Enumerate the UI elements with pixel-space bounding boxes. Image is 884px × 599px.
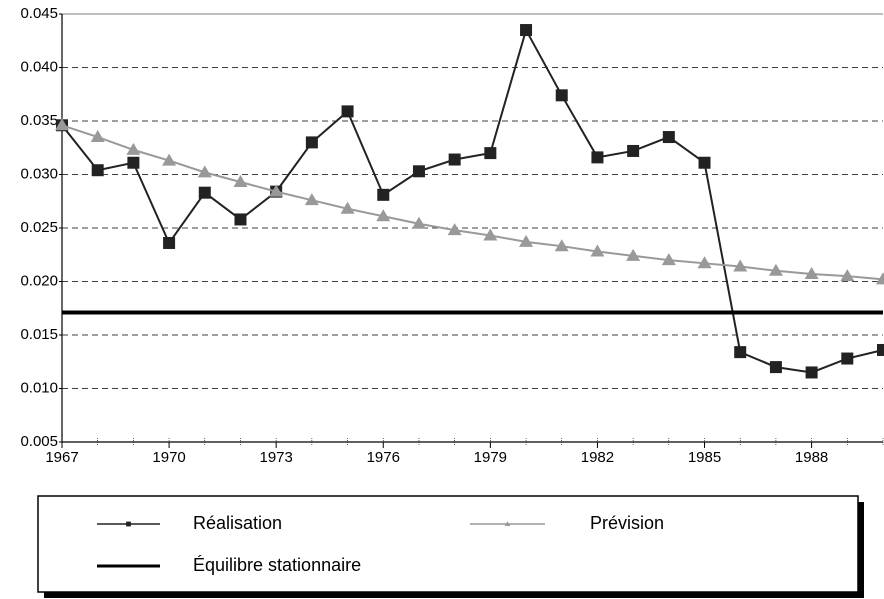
- marker: [519, 234, 534, 247]
- marker: [627, 144, 640, 157]
- marker: [90, 130, 105, 143]
- x-tick-label: 1973: [259, 449, 292, 466]
- marker: [162, 153, 177, 166]
- marker: [304, 193, 319, 206]
- y-tick-label: 0.020: [20, 272, 58, 289]
- marker: [662, 131, 675, 144]
- y-tick-label: 0.025: [20, 219, 58, 236]
- marker: [484, 147, 497, 160]
- legend-label: Réalisation: [193, 513, 282, 533]
- x-tick-label: 1979: [474, 449, 507, 466]
- x-tick-label: 1985: [688, 449, 721, 466]
- marker: [412, 165, 425, 178]
- marker: [91, 164, 104, 177]
- marker: [504, 521, 511, 526]
- y-tick-label: 0.030: [20, 165, 58, 182]
- series-line: [61, 124, 884, 281]
- marker: [55, 118, 69, 131]
- marker: [269, 184, 284, 197]
- legend-box: [37, 495, 859, 593]
- x-tick-label: 1976: [367, 449, 400, 466]
- marker: [163, 236, 176, 249]
- marker: [697, 256, 712, 269]
- marker: [661, 253, 676, 266]
- y-tick-label: 0.010: [20, 379, 58, 396]
- marker: [411, 216, 426, 229]
- marker: [876, 272, 884, 285]
- marker: [376, 209, 391, 222]
- marker: [377, 188, 390, 201]
- legend-label: Équilibre stationnaire: [193, 555, 361, 575]
- marker: [840, 269, 855, 282]
- marker: [234, 213, 247, 226]
- y-tick-label: 0.015: [20, 326, 58, 343]
- marker: [554, 239, 569, 252]
- marker: [447, 223, 462, 236]
- marker: [341, 105, 354, 118]
- marker: [340, 201, 355, 214]
- marker: [520, 24, 533, 37]
- marker: [590, 244, 605, 257]
- marker: [805, 366, 818, 379]
- marker: [769, 361, 782, 374]
- x-tick-label: 1982: [581, 449, 614, 466]
- marker: [198, 186, 211, 199]
- marker: [233, 174, 248, 187]
- marker: [768, 263, 783, 276]
- marker: [197, 165, 212, 178]
- marker: [733, 259, 748, 272]
- y-tick-label: 0.005: [20, 433, 58, 450]
- marker: [483, 228, 498, 241]
- marker: [591, 151, 604, 164]
- marker: [841, 352, 854, 365]
- x-tick-label: 1967: [45, 449, 78, 466]
- marker: [698, 156, 711, 169]
- marker: [555, 89, 568, 102]
- marker: [448, 153, 461, 166]
- marker: [305, 136, 318, 149]
- x-tick-label: 1988: [795, 449, 828, 466]
- marker: [127, 156, 140, 169]
- y-tick-label: 0.040: [20, 58, 58, 75]
- legend-label: Prévision: [590, 513, 664, 533]
- marker: [877, 343, 884, 356]
- marker: [626, 248, 641, 261]
- series-line: [61, 27, 884, 374]
- y-tick-label: 0.045: [20, 5, 58, 22]
- marker: [126, 142, 141, 155]
- y-tick-label: 0.035: [20, 112, 58, 129]
- marker: [804, 267, 819, 280]
- marker: [126, 521, 131, 527]
- x-tick-label: 1970: [152, 449, 185, 466]
- marker: [734, 346, 747, 359]
